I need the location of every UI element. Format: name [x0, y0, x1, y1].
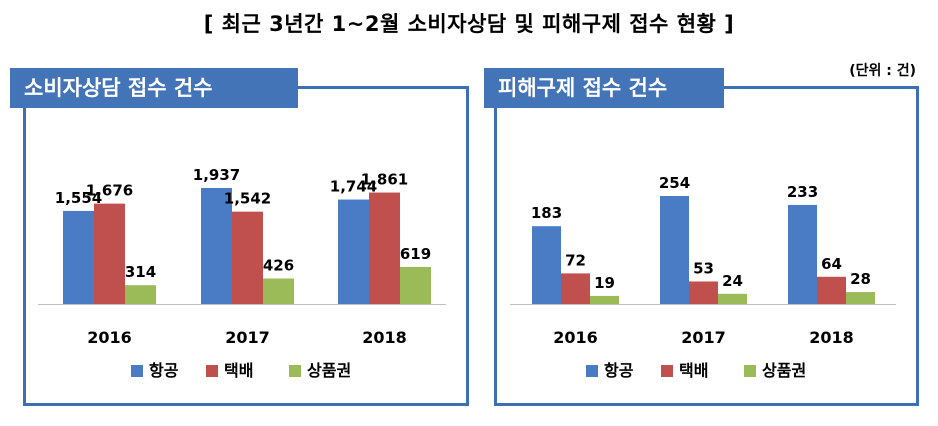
legend-swatch-상품권 [289, 365, 301, 377]
data-label-2017-항공: 254 [659, 174, 690, 192]
data-label-2016-상품권: 19 [594, 274, 615, 292]
legend-label-항공: 항공 [604, 361, 634, 380]
category-label-2018: 2018 [362, 328, 407, 347]
data-label-2016-항공: 183 [531, 204, 562, 222]
bar-2018-상품권 [846, 292, 875, 304]
legend-label-상품권: 상품권 [307, 361, 351, 380]
legend-swatch-상품권 [744, 365, 756, 377]
category-label-2016: 2016 [87, 328, 132, 347]
bar-2016-항공 [532, 226, 561, 304]
data-label-2017-상품권: 24 [722, 272, 743, 290]
relief-panel [494, 86, 919, 406]
legend-swatch-항공 [131, 365, 143, 377]
bar-2018-항공 [788, 204, 817, 304]
category-label-2017: 2017 [681, 328, 726, 347]
data-label-2018-택배: 64 [821, 255, 842, 273]
legend-label-택배: 택배 [224, 361, 253, 380]
legend-label-택배: 택배 [679, 361, 708, 380]
category-label-2016: 2016 [553, 328, 598, 347]
data-label-2018-상품권: 619 [400, 245, 431, 263]
bar-2018-상품권 [400, 266, 431, 304]
bar-2017-상품권 [718, 293, 747, 304]
bar-2018-택배 [369, 192, 400, 304]
bar-2016-상품권 [590, 295, 619, 304]
data-label-2016-상품권: 314 [125, 263, 156, 281]
legend-label-항공: 항공 [149, 361, 179, 380]
category-label-2017: 2017 [225, 328, 270, 347]
data-label-2018-택배: 1,861 [361, 171, 408, 189]
data-label-2016-택배: 72 [565, 251, 586, 269]
data-label-2017-택배: 53 [693, 259, 714, 277]
legend-label-상품권: 상품권 [762, 361, 806, 380]
data-label-2016-항공: 1,554 [55, 189, 102, 207]
data-label-2018-항공: 233 [787, 183, 818, 201]
bar-2017-항공 [201, 188, 232, 304]
data-label-2018-상품권: 28 [850, 270, 871, 288]
relief-chart-title: 피해구제 접수 건수 [484, 68, 724, 108]
data-label-2017-항공: 1,937 [193, 166, 240, 184]
bar-2016-택배 [94, 203, 125, 304]
bar-2016-택배 [561, 273, 590, 304]
bar-2018-택배 [817, 276, 846, 304]
legend-swatch-택배 [661, 365, 673, 377]
bar-2017-택배 [232, 211, 263, 304]
bar-2017-택배 [689, 281, 718, 304]
consultation-chart-title: 소비자상담 접수 건수 [10, 68, 298, 108]
data-label-2017-상품권: 426 [263, 256, 294, 274]
bar-2017-상품권 [263, 278, 294, 304]
bar-2017-항공 [660, 196, 689, 304]
data-label-2017-택배: 1,542 [224, 190, 271, 208]
data-label-2016-택배: 1,676 [86, 182, 133, 200]
category-label-2018: 2018 [809, 328, 854, 347]
bar-2018-항공 [338, 199, 369, 304]
unit-label: (단위 : 건) [849, 63, 916, 79]
bar-2016-상품권 [125, 285, 156, 304]
page-title: [ 최근 3년간 1~2월 소비자상담 및 피해구제 접수 현황 ] [203, 12, 735, 36]
data-label-2018-항공: 1,744 [330, 178, 377, 196]
legend-swatch-항공 [586, 365, 598, 377]
legend-swatch-택배 [206, 365, 218, 377]
bar-2016-항공 [63, 210, 94, 304]
